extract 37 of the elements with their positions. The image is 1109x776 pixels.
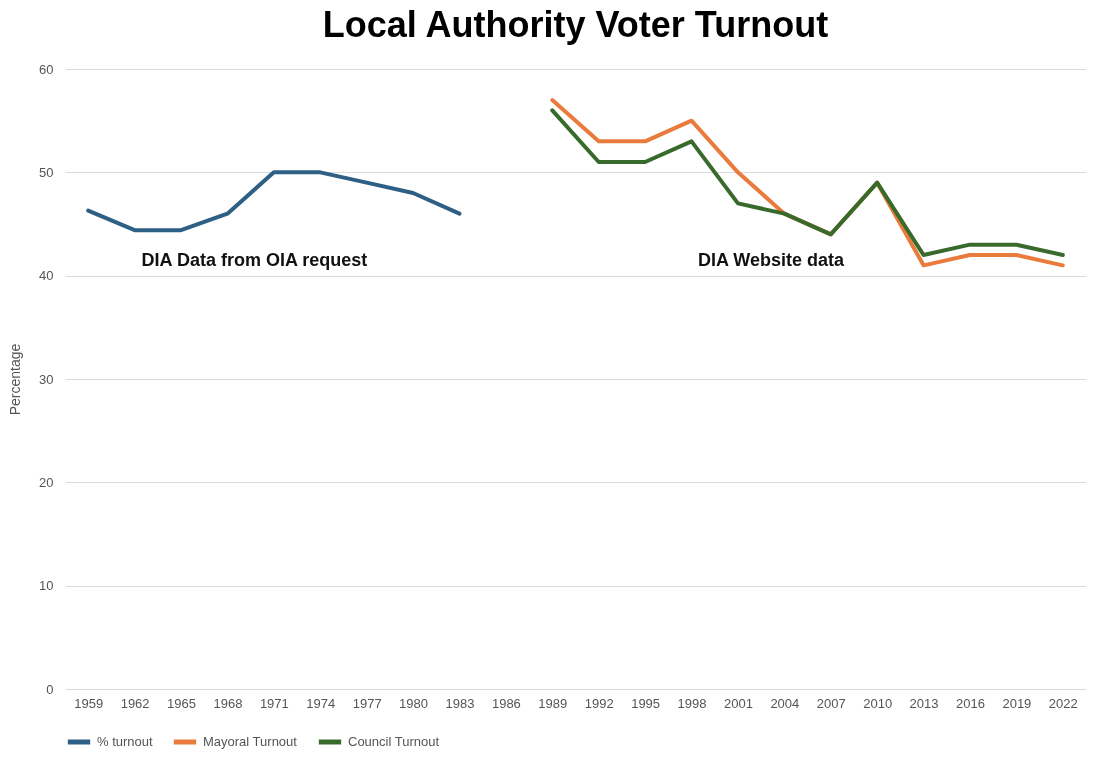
annotation: DIA Website data	[698, 250, 846, 271]
chart-title: Local Authority Voter Turnout	[322, 4, 829, 45]
x-tick-label: 2013	[909, 695, 939, 711]
y-tick-label: 50	[39, 164, 54, 180]
y-tick-label: 40	[39, 268, 54, 284]
x-tick-label: 1959	[74, 695, 104, 711]
line-series	[86, 170, 462, 233]
legend-label: % turnout	[97, 734, 154, 749]
x-tick-label: 1989	[538, 695, 568, 711]
x-tick-label: 2001	[723, 695, 753, 711]
annotation: DIA Data from OIA request	[141, 250, 368, 271]
legend-label: Mayoral Turnout	[203, 734, 298, 749]
y-tick-label: 60	[39, 61, 54, 77]
x-tick-label: 2004	[770, 695, 800, 711]
x-tick-label: 1965	[167, 695, 196, 711]
x-tick-label: 1962	[120, 695, 150, 711]
x-tick-label: 1992	[584, 695, 614, 711]
x-tick-label: 1986	[491, 695, 521, 711]
y-tick-label: 0	[46, 681, 54, 697]
x-tick-label: 1983	[445, 695, 475, 711]
x-tick-label: 1977	[352, 695, 382, 711]
x-tick-label: 1995	[631, 695, 661, 711]
x-tick-label: 1998	[677, 695, 707, 711]
legend-label: Council Turnout	[348, 734, 440, 749]
x-tick-label: 2019	[1002, 695, 1032, 711]
y-tick-label: 30	[39, 371, 54, 387]
x-tick-label: 2022	[1048, 695, 1078, 711]
x-tick-label: 2016	[956, 695, 985, 711]
x-tick-label: 1971	[259, 695, 289, 711]
y-axis-title: Percentage	[7, 343, 24, 416]
x-tick-label: 2007	[816, 695, 846, 711]
y-tick-label: 10	[39, 578, 54, 594]
x-tick-label: 2010	[863, 695, 893, 711]
x-tick-label: 1974	[306, 695, 336, 711]
x-tick-label: 1980	[399, 695, 429, 711]
x-tick-label: 1968	[213, 695, 243, 711]
y-tick-label: 20	[39, 474, 54, 490]
